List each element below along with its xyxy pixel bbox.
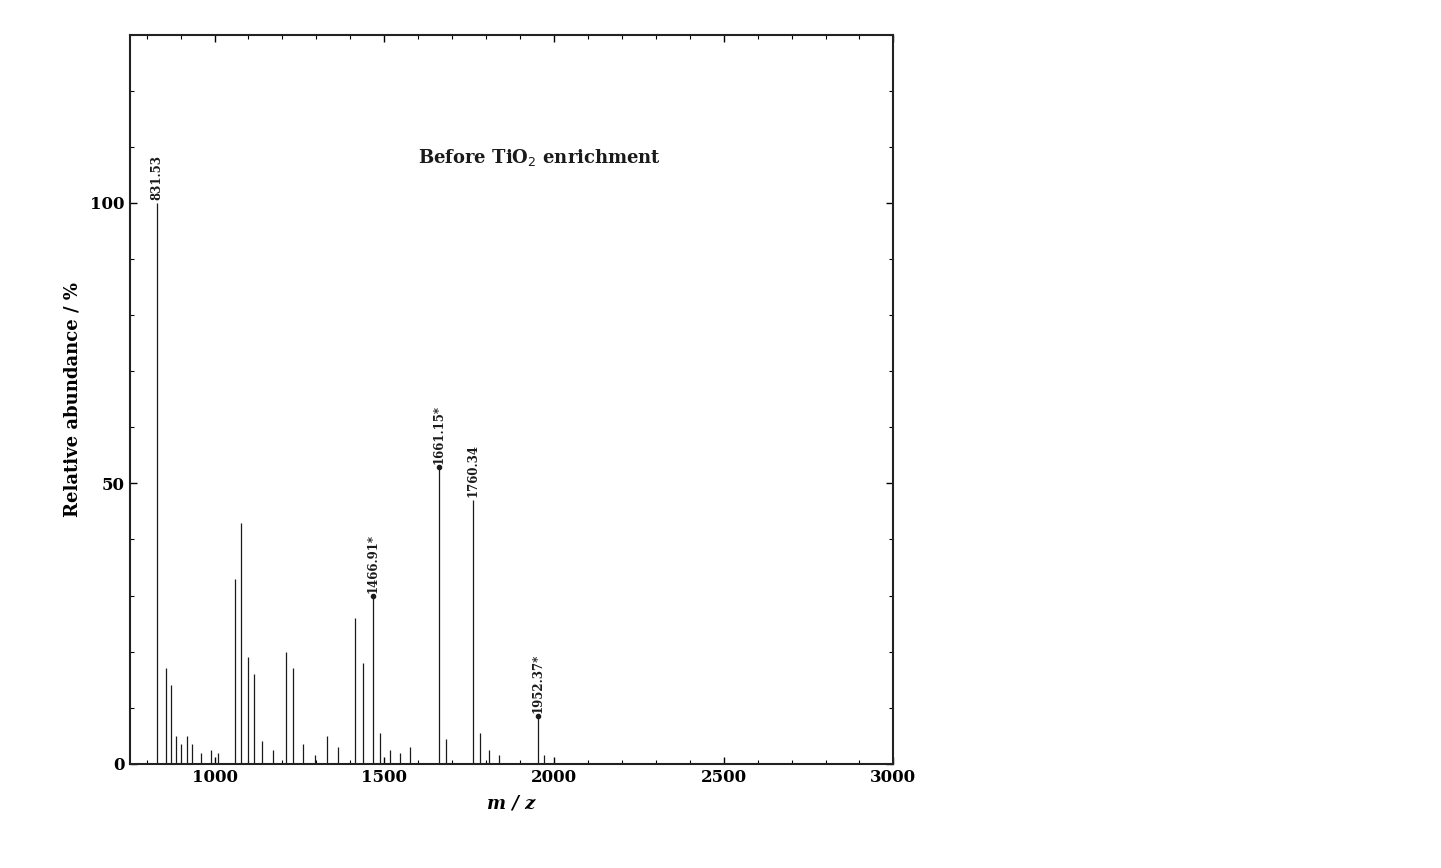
Text: 831.53: 831.53 <box>151 155 164 201</box>
Y-axis label: Relative abundance / %: Relative abundance / % <box>63 282 82 516</box>
X-axis label: m / z: m / z <box>487 794 536 812</box>
Text: Before TiO$_2$ enrichment: Before TiO$_2$ enrichment <box>418 147 661 168</box>
Text: 1661.15*: 1661.15* <box>432 404 445 464</box>
Text: 1466.91*: 1466.91* <box>366 534 379 593</box>
Text: 1952.37*: 1952.37* <box>532 654 545 713</box>
Text: 1760.34: 1760.34 <box>465 444 480 497</box>
